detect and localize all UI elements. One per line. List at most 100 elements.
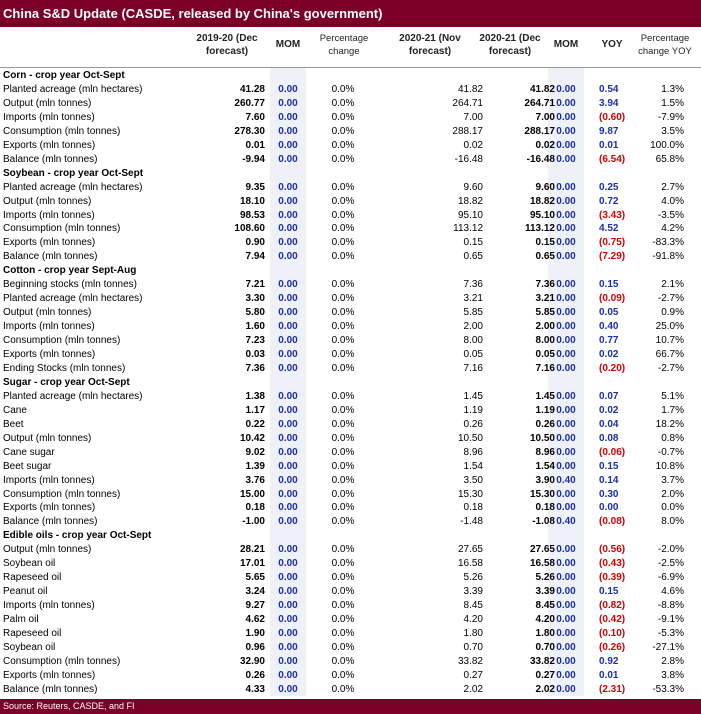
header-2020-21-nov: 2020-21 (Nov forecast) (399, 33, 461, 57)
value-2019-20: 32.90 (239, 655, 265, 667)
mom-2019-20: 0.00 (278, 153, 298, 165)
row-label: Peanut oil (3, 586, 48, 598)
mom-2019-20: 0.00 (278, 586, 298, 598)
pct-change-2019-20: 0.0% (331, 628, 355, 639)
yoy-change: 0.01 (599, 669, 619, 681)
value-2019-20: 7.21 (245, 279, 265, 291)
pct-change-2019-20: 0.0% (331, 404, 355, 416)
table-row: Balance (mln tonnes) 4.33 0.00 0.0% 2.02 2.02… (0, 683, 701, 697)
value-2020-21-nov: 0.02 (463, 139, 483, 151)
mom-2019-20: 0.00 (278, 572, 298, 584)
yoy-change: 0.15 (599, 460, 619, 472)
table-row: Soybean oil 0.96 0.00 0.0% 0.70 0.70 0.00 (0.26… (0, 641, 701, 655)
row-label: Soybean oil (3, 641, 56, 653)
value-2020-21-dec: 0.65 (535, 251, 555, 263)
value-2020-21-dec: 1.19 (535, 404, 555, 416)
yoy-change: 0.40 (599, 321, 619, 333)
table-row: Exports (mln tonnes) 0.90 0.00 0.0% 0.15 0.15… (0, 236, 701, 250)
value-2020-21-nov: 8.00 (463, 335, 483, 347)
table-row: Beginning stocks (mln tonnes) 7.21 0.00 0.0… (0, 278, 701, 292)
pct-change-yoy: 4.2% (661, 223, 684, 235)
pct-change-2019-20: 0.0% (331, 97, 355, 109)
pct-change-2019-20: 0.0% (331, 390, 355, 402)
table-row: Rapeseed oil 5.65 0.00 0.0% 5.26 5.26 0.00 (0.3… (0, 571, 701, 585)
value-2019-20: 0.26 (245, 669, 265, 681)
mom-2020-21: 0.00 (556, 655, 576, 667)
pct-change-2019-20: 0.0% (331, 251, 355, 263)
value-2019-20: 1.90 (245, 628, 265, 639)
mom-2020-21: 0.00 (556, 139, 576, 151)
pct-change-2019-20: 0.0% (331, 181, 355, 193)
mom-2020-21: 0.00 (556, 418, 576, 430)
value-2020-21-dec: 3.90 (535, 474, 555, 486)
value-2019-20: 4.62 (245, 614, 265, 625)
pct-change-2019-20: 0.0% (331, 153, 355, 165)
row-label: Planted acreage (mln hectares) (3, 84, 143, 95)
row-label: Exports (mln tonnes) (3, 502, 96, 514)
section-header-row: Soybean - crop year Oct-Sept (0, 167, 701, 181)
mom-2020-21: 0.00 (556, 335, 576, 347)
pct-change-yoy: 4.6% (661, 586, 684, 598)
row-label: Soybean - crop year Oct-Sept (3, 167, 144, 179)
value-2020-21-nov: 0.27 (463, 669, 483, 681)
mom-2019-20: 0.00 (278, 628, 298, 639)
yoy-change: (0.26) (599, 641, 626, 653)
table-row: Planted acreage (mln hectares) 9.35 0.00 0.… (0, 181, 701, 195)
table-row: Imports (mln tonnes) 1.60 0.00 0.0% 2.00 2.00… (0, 320, 701, 334)
mom-2020-21: 0.00 (556, 153, 576, 165)
value-2019-20: -9.94 (242, 153, 265, 165)
row-label: Edible oils - crop year Oct-Sept (3, 530, 152, 542)
pct-change-2019-20: 0.0% (331, 446, 355, 458)
value-2020-21-nov: 0.65 (463, 251, 483, 263)
value-2020-21-nov: 1.45 (463, 390, 483, 402)
yoy-change: 0.30 (599, 488, 619, 500)
row-label: Cane (3, 404, 27, 416)
value-2020-21-nov: 41.82 (457, 84, 483, 95)
row-label: Consumption (mln tonnes) (3, 125, 121, 137)
pct-change-2019-20: 0.0% (331, 195, 355, 207)
mom-2019-20: 0.00 (278, 488, 298, 500)
value-2020-21-dec: 1.80 (535, 628, 555, 639)
value-2020-21-nov: -16.48 (454, 153, 483, 165)
row-label: Balance (mln tonnes) (3, 251, 98, 263)
value-2019-20: 7.23 (245, 335, 265, 347)
mom-2019-20: 0.00 (278, 641, 298, 653)
yoy-change: 0.04 (599, 418, 619, 430)
mom-2020-21: 0.40 (556, 474, 576, 486)
value-2020-21-nov: -1.48 (460, 516, 483, 528)
row-label: Balance (mln tonnes) (3, 153, 98, 165)
value-2019-20: 9.02 (245, 446, 265, 458)
value-2020-21-nov: 1.19 (463, 404, 483, 416)
header-divider (0, 67, 701, 68)
mom-2020-21: 0.40 (556, 516, 576, 528)
value-2020-21-dec: 27.65 (529, 544, 555, 556)
table-row: Output (mln tonnes) 260.77 0.00 0.0% 264.71 2… (0, 97, 701, 111)
yoy-change: (0.60) (599, 111, 626, 123)
value-2020-21-nov: 0.26 (463, 418, 483, 430)
section-header-row: Edible oils - crop year Oct-Sept (0, 529, 701, 543)
mom-2019-20: 0.00 (278, 502, 298, 514)
row-label: Palm oil (3, 614, 39, 625)
row-label: Beet sugar (3, 460, 52, 472)
row-label: Planted acreage (mln hectares) (3, 390, 143, 402)
pct-change-yoy: -8.8% (657, 600, 684, 612)
value-2019-20: 3.76 (245, 474, 265, 486)
value-2020-21-nov: 2.00 (463, 321, 483, 333)
value-2020-21-dec: 8.45 (535, 600, 555, 612)
row-label: Ending Stocks (mln tonnes) (3, 362, 126, 374)
value-2020-21-nov: 113.12 (453, 223, 483, 235)
pct-change-2019-20: 0.0% (331, 209, 355, 221)
value-2019-20: 1.38 (245, 390, 265, 402)
table-row: Rapeseed oil 1.90 0.00 0.0% 1.80 1.80 0.00 (0.1… (0, 627, 701, 641)
value-2020-21-dec: 5.26 (535, 572, 555, 584)
table-row: Planted acreage (mln hectares) 41.28 0.00 0… (0, 83, 701, 97)
value-2019-20: 7.60 (245, 111, 265, 123)
yoy-change: (0.06) (599, 446, 626, 458)
row-label: Imports (mln tonnes) (3, 474, 95, 486)
mom-2020-21: 0.00 (556, 628, 576, 639)
value-2019-20: 15.00 (239, 488, 265, 500)
yoy-change: (0.08) (599, 516, 626, 528)
pct-change-yoy: 25.0% (655, 321, 684, 333)
value-2020-21-nov: 9.60 (463, 181, 483, 193)
